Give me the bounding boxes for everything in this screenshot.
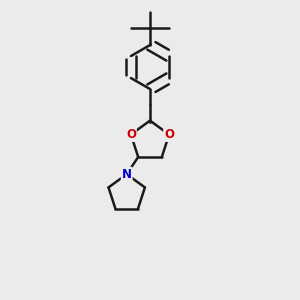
Text: O: O [164,128,174,141]
Text: O: O [126,128,136,141]
Text: N: N [122,168,132,181]
